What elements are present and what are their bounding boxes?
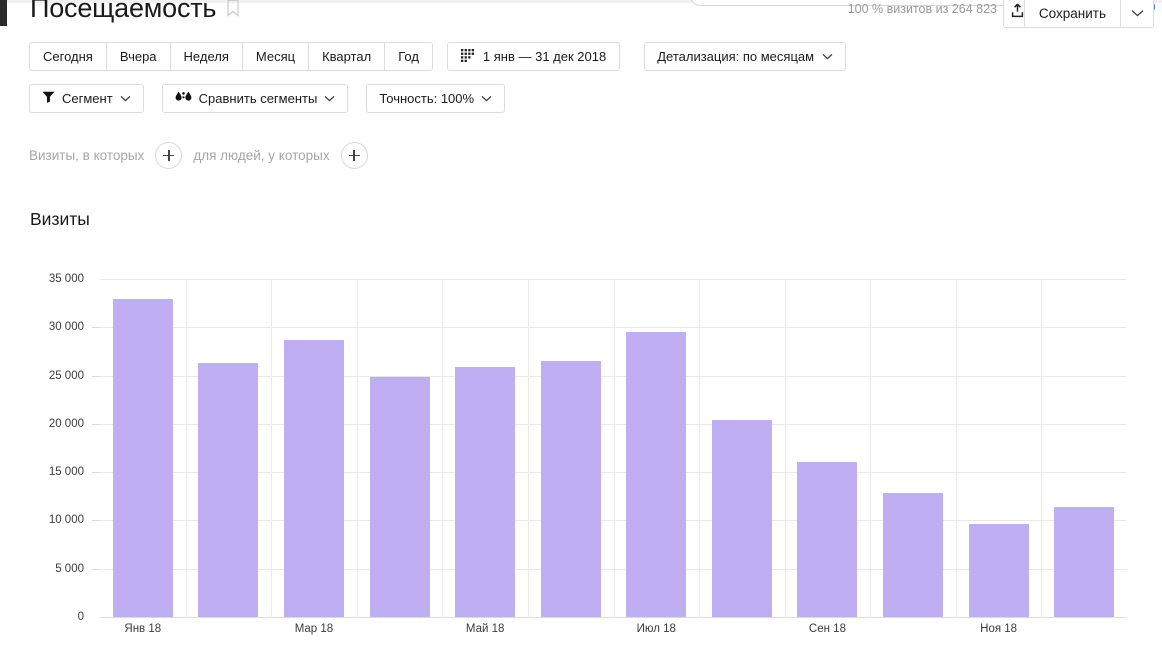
y-axis-tick-label: 25 000 [48, 369, 84, 382]
y-axis-tick-label: 0 [77, 611, 84, 623]
chevron-down-icon [822, 53, 833, 60]
y-axis-tick [92, 375, 100, 377]
gridline [100, 375, 1127, 377]
period-today-button[interactable]: Сегодня [29, 42, 106, 71]
period-yesterday-button[interactable]: Вчера [105, 42, 170, 71]
bar-июн-18[interactable] [540, 361, 601, 617]
bar-дек-18[interactable] [1054, 506, 1115, 617]
segment-label: Сегмент [62, 91, 113, 106]
vertical-gridline [956, 279, 957, 618]
y-axis-tick [92, 520, 100, 522]
vertical-gridline [186, 279, 187, 618]
period-quarter-button[interactable]: Квартал [308, 42, 385, 71]
x-axis-tick-label: Май 18 [465, 623, 505, 635]
vertical-gridline [528, 279, 529, 618]
period-year-button[interactable]: Год [384, 42, 433, 71]
gridline [100, 568, 1127, 570]
period-toolbar: Сегодня Вчера Неделя Месяц Квартал Год [29, 42, 847, 71]
browser-left-edge [0, 0, 7, 26]
y-axis-tick [92, 327, 100, 329]
vertical-gridline [1041, 279, 1042, 618]
date-range-button[interactable]: 1 янв — 31 дек 2018 [446, 42, 621, 71]
vertical-gridline [271, 279, 272, 618]
x-axis-tick-label: Июл 18 [636, 623, 676, 635]
bar-мар-18[interactable] [283, 339, 344, 617]
page-title: Посещаемость [30, 0, 217, 23]
save-group: Сохранить [1023, 0, 1154, 28]
detail-level-label: Детализация: по месяцам [657, 49, 815, 64]
accuracy-button[interactable]: Точность: 100% [366, 84, 506, 113]
export-icon [1011, 3, 1024, 23]
calendar-grid-icon [460, 48, 474, 65]
browser-top-hairline [7, 0, 1162, 3]
bar-сен-18[interactable] [797, 462, 858, 617]
compare-segments-label: Сравнить сегменты [198, 91, 318, 106]
detail-level-button[interactable]: Детализация: по месяцам [644, 42, 847, 71]
vertical-gridline [699, 279, 700, 618]
add-visit-condition-button[interactable] [155, 142, 183, 169]
visits-condition-label: Визиты, в которых [29, 148, 145, 163]
vertical-gridline [357, 279, 358, 618]
period-button-group: Сегодня Вчера Неделя Месяц Квартал Год [29, 42, 433, 71]
bar-апр-18[interactable] [369, 377, 430, 617]
bar-окт-18[interactable] [883, 492, 944, 617]
chart-title: Визиты [30, 209, 90, 229]
y-axis-tick-label: 10 000 [48, 514, 84, 527]
y-axis-tick [92, 472, 100, 474]
add-people-condition-button[interactable] [340, 142, 368, 169]
chevron-down-icon [324, 95, 335, 102]
y-axis-tick-label: 15 000 [48, 466, 84, 479]
funnel-icon [42, 91, 55, 106]
gridline [100, 472, 1127, 474]
y-axis-tick-label: 20 000 [48, 417, 84, 430]
accuracy-label: Точность: 100% [379, 91, 475, 106]
vertical-gridline [614, 279, 615, 618]
gridline [100, 520, 1127, 522]
period-week-button[interactable]: Неделя [169, 42, 242, 71]
bar-ноя-18[interactable] [968, 523, 1029, 617]
bar-авг-18[interactable] [711, 419, 772, 617]
y-axis-tick [92, 423, 100, 425]
save-menu-button[interactable] [1120, 0, 1154, 28]
bar-фев-18[interactable] [198, 363, 259, 617]
gridline [100, 423, 1127, 425]
visits-share-text: 100 % визитов из 264 823 [847, 2, 997, 16]
chevron-down-icon [1131, 9, 1144, 17]
y-axis-tick-label: 30 000 [48, 321, 84, 334]
x-axis-tick-label: Ноя 18 [980, 623, 1018, 635]
bar-янв-18[interactable] [112, 299, 173, 617]
y-axis-tick-label: 5 000 [55, 562, 84, 575]
vertical-gridline [442, 279, 443, 618]
x-axis-tick-label: Сен 18 [808, 623, 846, 635]
vertical-gridline [785, 279, 786, 618]
gridline [100, 617, 1127, 618]
segment-toolbar: Сегмент Сравнить сегменты [29, 84, 506, 113]
y-axis-tick-label: 35 000 [48, 273, 84, 285]
bar-июл-18[interactable] [626, 332, 687, 617]
save-button[interactable]: Сохранить [1023, 0, 1120, 28]
period-month-button[interactable]: Месяц [241, 42, 309, 71]
vertical-gridline [870, 279, 871, 618]
page-title-row: Посещаемость [30, 0, 240, 24]
compare-drops-icon [175, 91, 192, 107]
people-condition-label: для людей, у которых [193, 148, 330, 163]
chevron-down-icon [120, 95, 131, 102]
y-axis: 0 5 000 10 000 15 000 20 000 25 000 30 000 35 0… [22, 0, 84, 656]
bar-май-18[interactable] [455, 366, 516, 617]
y-axis-tick [92, 568, 100, 570]
gridline [100, 327, 1127, 329]
condition-row: Визиты, в которых для людей, у которых [29, 142, 368, 169]
date-range-label: 1 янв — 31 дек 2018 [482, 49, 607, 64]
bookmark-icon[interactable] [226, 0, 240, 17]
x-axis-tick-label: Мар 18 [294, 623, 334, 635]
compare-segments-button[interactable]: Сравнить сегменты [161, 84, 349, 113]
gridline [100, 279, 1127, 280]
x-axis-tick-label: Янв 18 [124, 623, 162, 635]
chevron-down-icon [481, 95, 492, 102]
segment-button[interactable]: Сегмент [29, 84, 144, 113]
